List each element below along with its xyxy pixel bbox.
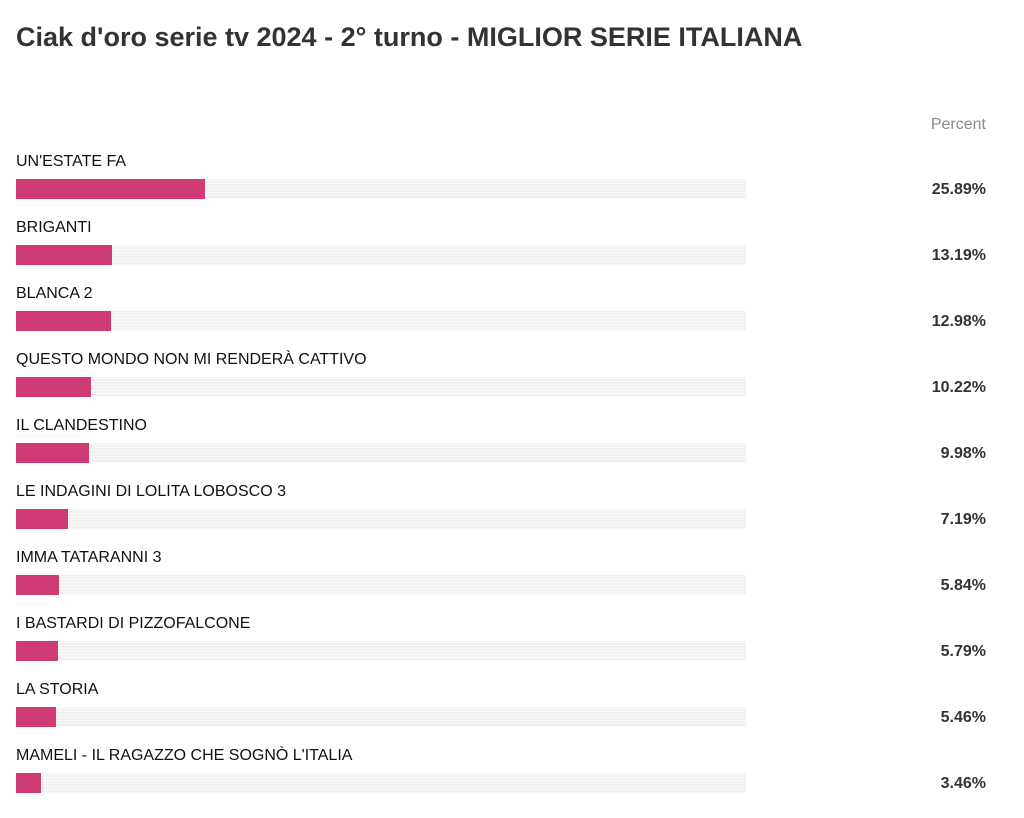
bar-value-label: 7.19% [940,511,986,528]
bar-label: LE INDAGINI DI LOLITA LOBOSCO 3 [16,483,287,500]
bar-value-label: 12.98% [931,313,986,330]
bar-row: LE INDAGINI DI LOLITA LOBOSCO 3 7.19% [16,482,986,542]
bar-label: IMMA TATARANNI 3 [16,549,162,566]
bar-row: QUESTO MONDO NON MI RENDERÀ CATTIVO 10.22… [16,350,986,410]
bar-track [16,773,746,793]
bar [16,575,59,595]
bar [16,773,41,793]
bar-label: MAMELI - IL RAGAZZO CHE SOGNÒ L'ITALIA [16,747,353,764]
bar [16,179,205,199]
bar-label: UN'ESTATE FA [16,153,127,170]
bar-value-label: 3.46% [940,775,986,792]
bar-label: BRIGANTI [16,219,92,236]
bar-value-label: 10.22% [931,379,986,396]
bar-row: BRIGANTI 13.19% [16,218,986,278]
bar-row: UN'ESTATE FA 25.89% [16,152,986,212]
bar-label: BLANCA 2 [16,285,93,302]
bar-list: UN'ESTATE FA 25.89% BRIGANTI 13.19% BLANCA 2… [16,0,986,818]
bar [16,311,111,331]
bar-row: IL CLANDESTINO 9.98% [16,416,986,476]
bar-track [16,179,746,199]
bar-track [16,377,746,397]
bar [16,377,91,397]
bar-track [16,509,746,529]
bar [16,707,56,727]
bar-track [16,245,746,265]
chart-title: Ciak d'oro serie tv 2024 - 2° turno - MI… [16,22,803,52]
bar [16,443,89,463]
bar-track [16,575,746,595]
bar-label: QUESTO MONDO NON MI RENDERÀ CATTIVO [16,351,367,368]
bar-row: BLANCA 2 12.98% [16,284,986,344]
bar-track [16,311,746,331]
bar-value-label: 13.19% [931,247,986,264]
bar-value-label: 5.46% [940,709,986,726]
bar-label: LA STORIA [16,681,99,698]
bar-label: IL CLANDESTINO [16,417,147,434]
bar-value-label: 5.79% [940,643,986,660]
bar-row: MAMELI - IL RAGAZZO CHE SOGNÒ L'ITALIA 3.… [16,746,986,806]
bar-track [16,641,746,661]
bar-track [16,707,746,727]
bar-value-label: 9.98% [940,445,986,462]
bar-track [16,443,746,463]
bar [16,641,58,661]
bar [16,509,68,529]
bar [16,245,112,265]
bar-row: LA STORIA 5.46% [16,680,986,740]
bar-row: IMMA TATARANNI 3 5.84% [16,548,986,608]
column-header-percent: Percent [930,116,986,133]
bar-row: I BASTARDI DI PIZZOFALCONE 5.79% [16,614,986,674]
bar-value-label: 5.84% [940,577,986,594]
bar-value-label: 25.89% [931,181,986,198]
bar-label: I BASTARDI DI PIZZOFALCONE [16,615,251,632]
